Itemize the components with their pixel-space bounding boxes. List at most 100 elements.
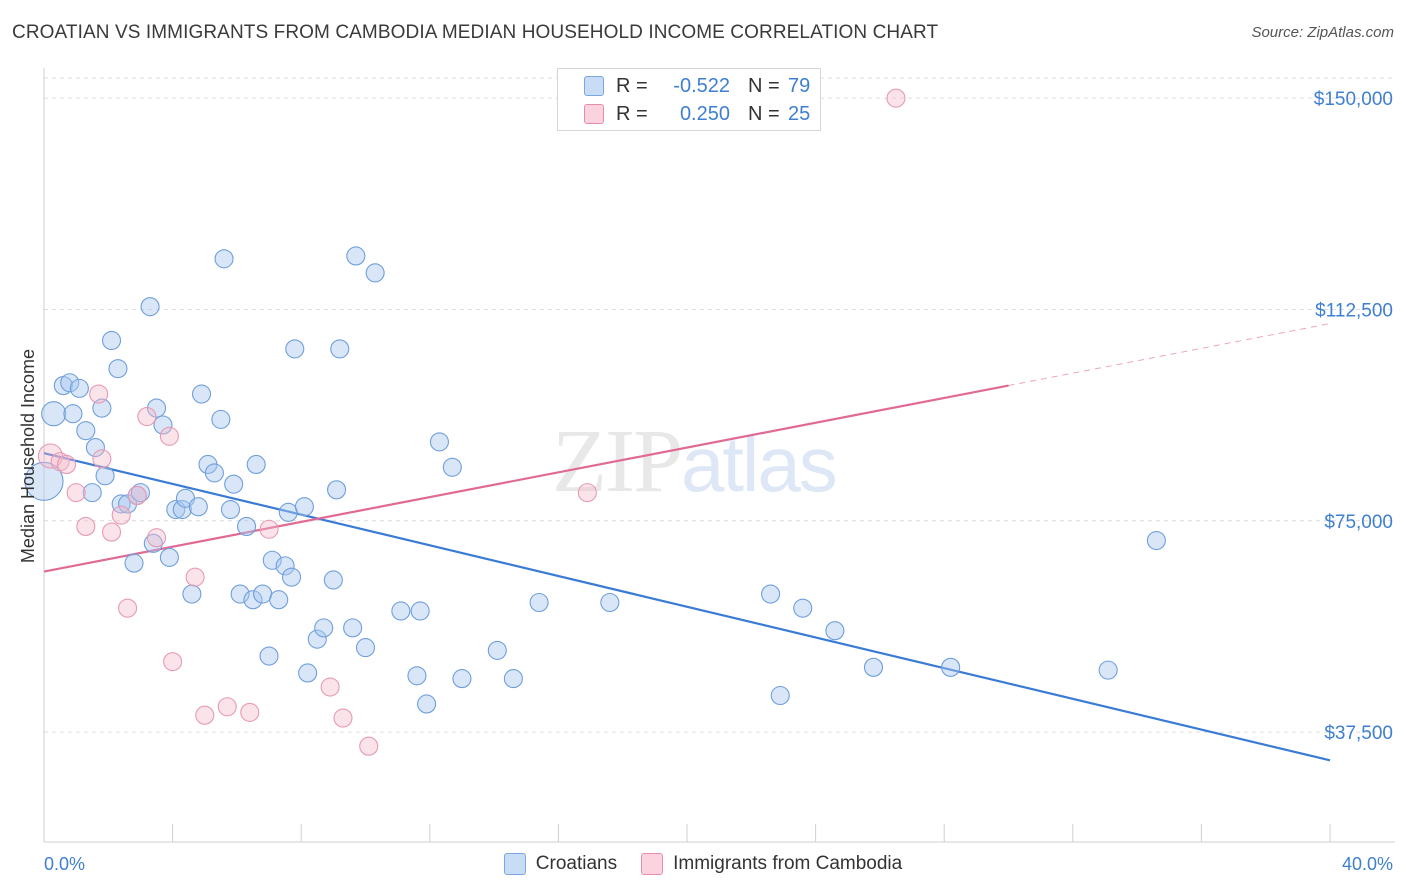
point-croatians [172, 499, 192, 520]
point-croatians [600, 592, 620, 613]
point-croatians [262, 550, 282, 570]
point-croatians [487, 640, 507, 660]
point-croatians [243, 590, 263, 610]
trend-lines [43, 323, 1331, 762]
x-tick-label: 40.0% [1342, 854, 1393, 874]
point-cambodia [127, 485, 147, 505]
point-croatians [330, 339, 350, 359]
point-croatians [182, 584, 202, 604]
series-legend-cambodia[interactable]: Immigrants from Cambodia [641, 853, 902, 875]
point-croatians [230, 584, 250, 604]
point-croatians [429, 432, 449, 452]
point-croatians [24, 461, 64, 501]
legend-n-label: N = [748, 74, 780, 97]
point-cambodia [195, 705, 215, 725]
point-croatians [153, 415, 173, 435]
point-cambodia [66, 483, 86, 503]
point-croatians [85, 437, 105, 458]
point-croatians [294, 497, 314, 517]
point-croatians [770, 685, 790, 706]
y-axis-title: Median Household Income [18, 349, 38, 563]
point-croatians [95, 466, 115, 486]
point-croatians [278, 502, 298, 522]
data-points [24, 88, 1166, 756]
legend-row-cambodia: R = 0.250 N = 25 [584, 101, 810, 127]
point-croatians [188, 497, 208, 517]
y-tick-label: $75,000 [1324, 512, 1393, 533]
point-croatians [410, 601, 430, 621]
series-legend-croatians[interactable]: Croatians [503, 853, 618, 875]
chart-title: CROATIAN VS IMMIGRANTS FROM CAMBODIA MED… [12, 22, 939, 43]
point-cambodia [76, 516, 96, 536]
point-croatians [191, 384, 212, 404]
point-croatians [140, 297, 160, 317]
point-croatians [365, 263, 385, 283]
point-croatians [407, 666, 427, 686]
legend-r-value: 0.250 [679, 102, 730, 125]
point-croatians [863, 657, 884, 677]
source-credit: Source: ZipAtlas.com [1251, 24, 1394, 41]
axes [43, 68, 1395, 843]
point-croatians [793, 598, 813, 618]
point-croatians [82, 483, 102, 503]
tick-labels: $37,500 $75,000 $112,500 $150,000 0.0% 40.0% M… [18, 89, 1393, 874]
point-croatians [282, 567, 302, 587]
point-cambodia [577, 483, 597, 503]
series-label-croatians: Croatians [535, 853, 618, 874]
y-tick-label: $37,500 [1324, 723, 1393, 744]
point-cambodia [185, 567, 205, 587]
point-croatians [355, 638, 376, 658]
point-cambodia [56, 454, 77, 475]
point-croatians [285, 339, 305, 359]
trend-line-cambodia [43, 384, 1009, 573]
point-cambodia [163, 652, 183, 672]
point-croatians [314, 618, 334, 638]
x-tick-label: 0.0% [44, 854, 85, 874]
point-croatians [442, 457, 462, 477]
point-croatians [101, 330, 122, 351]
series-swatch-cambodia [641, 853, 664, 875]
point-croatians [76, 421, 96, 441]
point-cambodia [92, 449, 112, 469]
point-croatians [259, 646, 279, 666]
point-croatians [41, 401, 67, 427]
legend-row-croatians: R = -0.522 N = 79 [584, 73, 810, 99]
point-croatians [941, 657, 961, 677]
point-cambodia [101, 522, 122, 542]
legend-n-value: 25 [788, 102, 811, 125]
legend-r-label: R = [616, 102, 648, 125]
point-croatians [391, 601, 411, 621]
point-croatians [825, 621, 845, 641]
point-croatians [503, 669, 523, 689]
point-cambodia [137, 407, 157, 427]
legend-swatch-croatians [584, 76, 604, 96]
point-croatians [269, 590, 289, 610]
point-croatians [211, 409, 231, 429]
point-croatians [323, 570, 343, 590]
legend-r-value: -0.522 [673, 74, 730, 97]
series-label-cambodia: Immigrants from Cambodia [673, 853, 903, 874]
point-croatians [130, 483, 150, 503]
point-croatians [298, 663, 318, 683]
point-croatians [108, 359, 128, 379]
point-cambodia [89, 384, 109, 404]
point-croatians [529, 592, 549, 613]
point-cambodia [217, 697, 237, 717]
watermark: ZIPatlas [552, 410, 838, 513]
point-croatians [343, 618, 363, 638]
grid-lines [44, 77, 1395, 733]
point-croatians [60, 373, 80, 393]
point-croatians [124, 553, 144, 573]
point-cambodia [359, 736, 379, 756]
point-cambodia [320, 677, 340, 697]
series-legend: Croatians Immigrants from Cambodia [0, 851, 1406, 877]
point-croatians [246, 454, 266, 475]
point-cambodia [118, 598, 138, 618]
point-croatians [417, 694, 437, 714]
point-cambodia [240, 702, 260, 722]
point-cambodia [333, 708, 353, 728]
trend-line-cambodia-dashed [1008, 323, 1331, 387]
point-croatians [327, 480, 347, 500]
trend-line-croatians [43, 452, 1331, 762]
